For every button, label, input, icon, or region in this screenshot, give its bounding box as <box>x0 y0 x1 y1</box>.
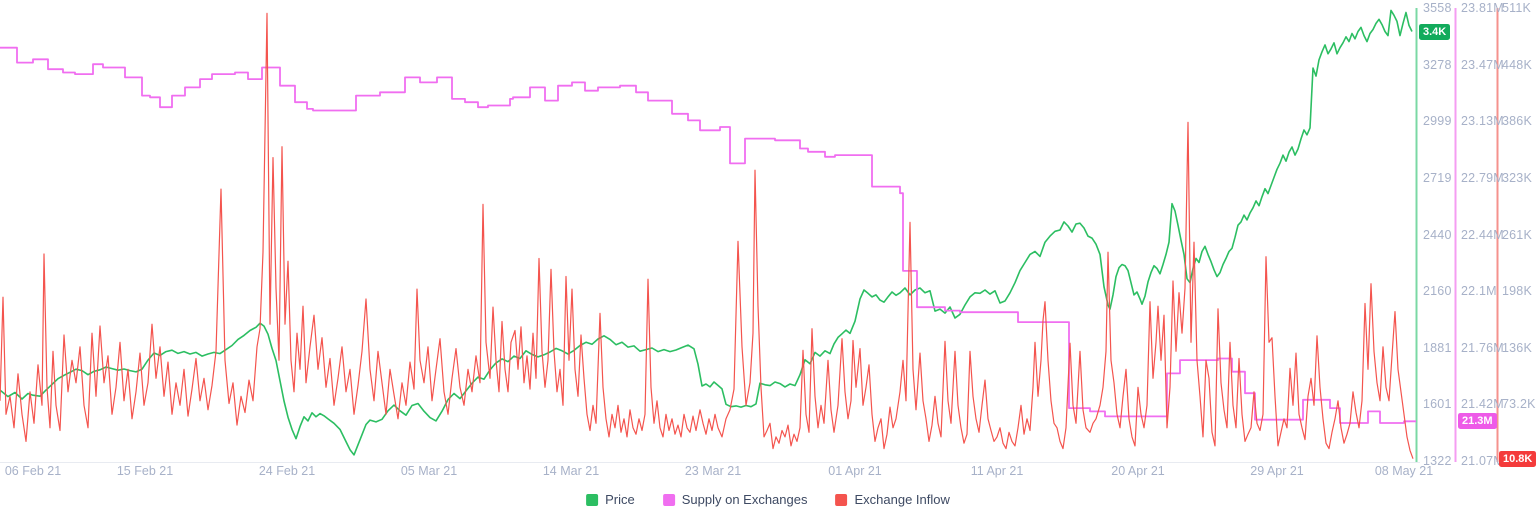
inflow-line <box>0 12 1414 459</box>
x-axis-date-label: 24 Feb 21 <box>258 464 316 478</box>
price-axis-tick-label: 2999 <box>1423 114 1452 129</box>
price-axis-tick-label: 2440 <box>1423 227 1452 242</box>
inflow-axis-tick-label: 448K <box>1502 57 1532 72</box>
legend-item-inflow[interactable]: Exchange Inflow <box>835 492 950 507</box>
price-axis-tick-label: 3278 <box>1423 57 1452 72</box>
supply-axis-tick-label: 22.44M <box>1461 227 1504 242</box>
x-axis-date-label: 14 Mar 21 <box>542 464 600 478</box>
inflow-value-badge: 10.8K <box>1499 450 1536 467</box>
supply-axis-tick-label: 23.81M <box>1461 1 1504 15</box>
supply-axis-tick-label: 21.42M <box>1461 397 1504 412</box>
price-axis-tick-label: 1322 <box>1423 454 1452 468</box>
supply-line <box>0 46 1416 424</box>
legend-label-inflow: Exchange Inflow <box>854 492 950 507</box>
x-axis-date-label: 11 Apr 21 <box>970 464 1024 478</box>
supply-axis-tick-label: 21.76M <box>1461 340 1504 355</box>
inflow-axis-tick-label: 73.2K <box>1502 397 1536 412</box>
legend-item-supply[interactable]: Supply on Exchanges <box>662 492 808 507</box>
x-axis-date-label: 06 Feb 21 <box>4 464 62 478</box>
legend-label-price: Price <box>605 492 635 507</box>
x-axis-date-label: 01 Apr 21 <box>828 464 882 478</box>
supply-legend-swatch-icon <box>662 493 675 506</box>
inflow-axis-tick-label: 511K <box>1502 1 1532 15</box>
price-axis-tick-label: 3558 <box>1423 1 1452 15</box>
supply-axis-tick-label: 22.79M <box>1461 170 1504 185</box>
x-axis-date-label: 29 Apr 21 <box>1250 464 1304 478</box>
supply-axis-tick-label: 23.47M <box>1461 57 1504 72</box>
price-axis-tick-label: 2160 <box>1423 284 1452 299</box>
x-axis-date-label: 23 Mar 21 <box>684 464 742 478</box>
x-axis-date-label: 08 May 21 <box>1374 464 1434 478</box>
price-line <box>0 9 1413 456</box>
price-axis-tick-label: 1601 <box>1423 397 1452 412</box>
legend-item-price[interactable]: Price <box>586 492 635 507</box>
price-value-badge: 3.4K <box>1419 23 1451 40</box>
legend-label-supply: Supply on Exchanges <box>681 492 808 507</box>
inflow-axis-tick-label: 198K <box>1502 284 1532 299</box>
inflow-axis-tick-label: 136K <box>1502 340 1532 355</box>
x-axis-date-label: 20 Apr 21 <box>1111 464 1165 478</box>
x-axis-date-label: 05 Mar 21 <box>400 464 458 478</box>
x-axis-date-label: 15 Feb 21 <box>116 464 174 478</box>
inflow-axis-tick-label: 386K <box>1502 114 1532 129</box>
inflow-axis-tick-label: 261K <box>1502 227 1532 242</box>
supply-axis-tick-label: 23.13M <box>1461 114 1504 129</box>
supply-axis-tick-label: 21.07M <box>1461 454 1504 468</box>
inflow-legend-swatch-icon <box>835 493 848 506</box>
legend: Price Supply on Exchanges Exchange Inflo… <box>586 492 950 507</box>
inflow-axis-tick-label: 323K <box>1502 170 1532 185</box>
supply-axis-tick-label: 22.1M <box>1461 284 1497 299</box>
price-axis-tick-label: 2719 <box>1423 170 1452 185</box>
price-legend-swatch-icon <box>586 493 599 506</box>
supply-value-badge: 21.3M <box>1458 413 1497 430</box>
price-axis-tick-label: 1881 <box>1423 340 1452 355</box>
